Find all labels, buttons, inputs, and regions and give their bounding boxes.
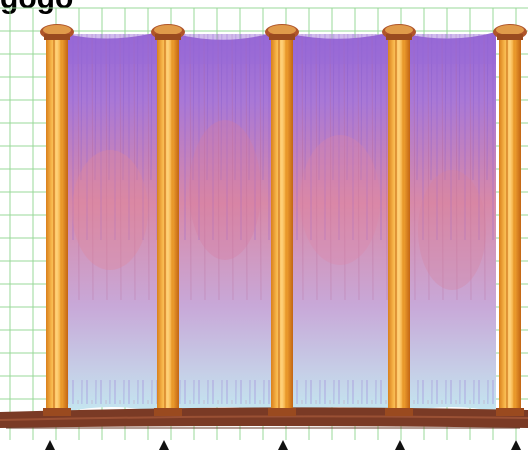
marker-arrow-icon (511, 440, 521, 450)
column-icon (265, 24, 299, 416)
columns (40, 24, 527, 416)
marker-arrow-icon (278, 440, 288, 450)
marker-arrow-icon (159, 440, 169, 450)
header-text: gogo (0, 0, 73, 14)
column-icon (40, 24, 74, 416)
marker-arrow-icon (395, 440, 405, 450)
floor-icon (0, 407, 528, 429)
column-icon (151, 24, 185, 416)
marker-arrows (45, 440, 521, 450)
marker-arrow-icon (45, 440, 55, 450)
column-icon (493, 24, 527, 416)
column-icon (382, 24, 416, 416)
